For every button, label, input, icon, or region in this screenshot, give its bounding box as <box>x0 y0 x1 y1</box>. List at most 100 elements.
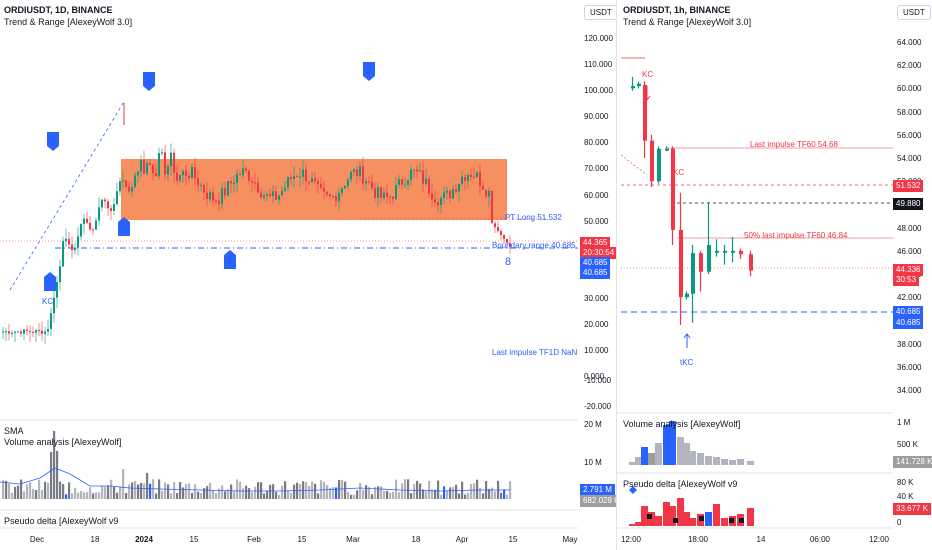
left-chart-pane[interactable]: ORDIUSDT, 1D, BINANCE Trend & Range [Ale… <box>0 0 582 550</box>
volume-bar <box>721 459 728 465</box>
left-indicator-name[interactable]: Trend & Range [AlexeyWolf 3.0] <box>4 17 133 27</box>
right-price-tick: 38.000 <box>897 339 922 349</box>
delta-bar <box>705 512 712 526</box>
volume-bar <box>68 482 71 499</box>
candle-body <box>344 186 346 189</box>
volume-bar <box>197 491 200 499</box>
volume-bar <box>215 493 218 499</box>
boundary-label: Boundary range 40.685 <box>492 241 576 250</box>
candle-body <box>227 181 229 196</box>
candle-body <box>503 235 505 239</box>
candle-body <box>242 168 244 175</box>
right-pseudo-delta-label[interactable]: Pseudo delta [AlexeyWolf v9 <box>623 479 738 489</box>
left-time-tick: Dec <box>29 535 45 544</box>
volume-bar <box>389 492 392 499</box>
left-symbol-title[interactable]: ORDIUSDT, 1D, BINANCE <box>4 5 113 15</box>
chart-split-divider[interactable] <box>616 0 617 550</box>
volume-bar <box>65 494 68 499</box>
candle-body <box>32 331 34 333</box>
right-time-tick: 18:00 <box>687 535 709 544</box>
volume-bar <box>242 488 245 499</box>
volume-bar <box>182 487 185 499</box>
candle-body <box>341 188 343 193</box>
candle-body <box>158 153 160 177</box>
candle-body <box>98 207 100 221</box>
volume-bar <box>335 487 338 499</box>
candle-body <box>35 330 37 333</box>
volume-bar <box>173 482 176 499</box>
volume-bar <box>425 491 428 499</box>
sma-label[interactable]: SMA <box>4 426 24 436</box>
candle-body <box>113 204 115 211</box>
left-price-scale[interactable]: USDT 120.000 110.000 100.000 90.000 80.000 70… <box>578 0 616 550</box>
candle-body <box>284 187 286 191</box>
right-price-tick: 42.000 <box>897 293 922 303</box>
right-countdown-tag: 30:53 <box>893 274 920 286</box>
candle-body <box>380 187 382 199</box>
volume-bar <box>188 483 191 499</box>
candle-body <box>44 331 46 334</box>
candle-body <box>377 187 379 199</box>
volume-bar <box>38 479 41 499</box>
right-indicator-name[interactable]: Trend & Range [AlexeyWolf 3.0] <box>623 17 752 27</box>
candle-body <box>80 223 82 237</box>
candle-body <box>494 223 496 228</box>
candle-body <box>47 328 49 332</box>
volume-bar <box>443 486 446 499</box>
candle-body <box>500 231 502 236</box>
volume-bar <box>401 483 404 499</box>
volume-bar <box>95 492 98 499</box>
volume-bar <box>116 492 119 499</box>
right-price-scale[interactable]: USDT 64.000 62.000 60.000 58.000 56.000 54.00… <box>893 0 932 550</box>
volume-bar <box>407 479 410 499</box>
right-volume-label[interactable]: Volume analysis [AlexeyWolf] <box>623 419 741 429</box>
candle-body <box>455 188 457 192</box>
volume-bar <box>23 491 26 499</box>
candle-body <box>671 148 675 230</box>
marker-eight: 8 <box>505 256 512 268</box>
volume-bar <box>41 489 44 499</box>
volume-bar <box>329 487 332 499</box>
candle-body <box>371 181 373 189</box>
volume-bar <box>344 481 347 499</box>
volume-sma-line <box>0 467 510 492</box>
volume-bar <box>353 494 356 499</box>
volume-bar <box>251 492 254 499</box>
volume-bar <box>77 492 80 499</box>
volume-bar <box>278 494 281 499</box>
volume-bar <box>227 489 230 499</box>
candle-body <box>266 194 268 196</box>
candle-body <box>251 180 253 183</box>
right-symbol-title[interactable]: ORDIUSDT, 1h, BINANCE <box>623 5 731 15</box>
volume-bar <box>209 482 212 499</box>
right-chart-pane[interactable]: ORDIUSDT, 1h, BINANCE Trend & Range [Ale… <box>617 0 893 550</box>
volume-bar <box>350 494 353 499</box>
volume-bar <box>224 491 227 499</box>
candle-body <box>362 166 364 184</box>
volume-label[interactable]: Volume analysis [AlexeyWolf] <box>4 437 122 447</box>
right-currency-button[interactable]: USDT <box>897 5 931 20</box>
volume-bar <box>284 481 287 499</box>
candle-body <box>637 83 641 87</box>
pseudo-delta-label[interactable]: Pseudo delta [AlexeyWolf v9 <box>4 516 119 526</box>
candle-body <box>206 192 208 200</box>
volume-bar <box>143 483 146 499</box>
delta-marker <box>739 518 744 523</box>
candle-body <box>200 184 202 186</box>
volume-bar <box>47 482 50 499</box>
volume-bar <box>729 460 736 465</box>
volume-bar <box>248 488 251 499</box>
kc-label-left: KC <box>42 297 54 306</box>
volume-bar <box>14 486 17 499</box>
left-currency-button[interactable]: USDT <box>584 5 616 20</box>
left-price-tick: 120.000 <box>584 34 613 43</box>
left-boundary-tag-2: 40.685 <box>580 267 611 279</box>
candle-body <box>473 176 475 178</box>
right-volume-tag: 141.728 K <box>893 456 932 468</box>
left-boundary-tag-1: 40.685 <box>580 257 611 269</box>
volume-bar <box>326 485 329 499</box>
volume-bar <box>422 489 425 499</box>
volume-bar <box>713 457 720 465</box>
candle-body <box>224 188 226 196</box>
volume-bar <box>5 480 8 499</box>
